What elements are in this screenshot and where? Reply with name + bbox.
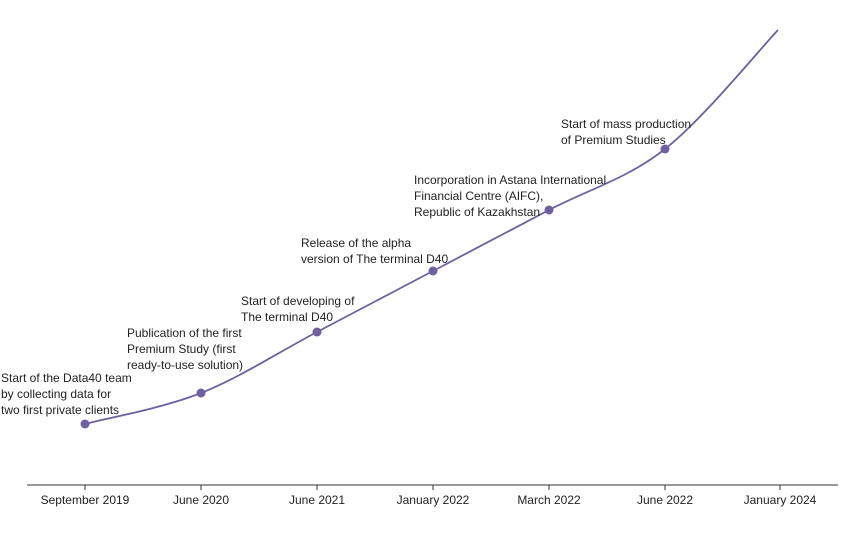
milestone-text: Start of mass production xyxy=(561,117,691,131)
milestone-dot xyxy=(544,205,554,215)
milestone-text: version of The terminal D40 xyxy=(301,252,449,266)
date-label: January 2024 xyxy=(744,493,817,507)
milestone-text: Start of developing of xyxy=(241,294,355,308)
milestone-text: by collecting data for xyxy=(1,387,111,401)
milestone-text: Release of the alpha xyxy=(301,236,411,250)
milestone-text: Republic of Kazakhstan xyxy=(414,205,540,219)
milestone-dot xyxy=(428,266,438,276)
milestone-text: The terminal D40 xyxy=(241,310,333,324)
date-label: June 2020 xyxy=(173,493,229,507)
milestone-text: Publication of the first xyxy=(127,326,242,340)
milestone-text: Financial Centre (AIFC), xyxy=(414,189,543,203)
date-label: June 2022 xyxy=(637,493,693,507)
milestone-text: ready-to-use solution) xyxy=(127,358,243,372)
milestone-text: Incorporation in Astana International xyxy=(414,173,606,187)
milestone-text: Start of the Data40 team xyxy=(1,371,132,385)
milestone-text: of Premium Studies xyxy=(561,133,666,147)
date-label: March 2022 xyxy=(517,493,581,507)
milestone-dot xyxy=(312,327,322,337)
date-label: January 2022 xyxy=(397,493,470,507)
date-label: June 2021 xyxy=(289,493,345,507)
milestone-dot xyxy=(660,144,670,154)
milestone-text: two first private clients xyxy=(1,403,119,417)
milestone-text: Premium Study (first xyxy=(127,342,236,356)
milestone-dot xyxy=(80,419,90,429)
milestone-dot xyxy=(196,388,206,398)
date-label: September 2019 xyxy=(41,493,130,507)
